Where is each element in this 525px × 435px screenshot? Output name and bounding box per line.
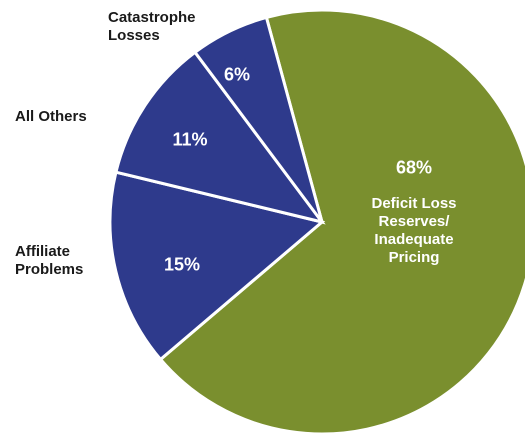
data-label: 6% bbox=[223, 64, 251, 85]
data-label: 15% bbox=[163, 254, 201, 275]
pie-slice bbox=[108, 170, 326, 362]
pie-slice bbox=[114, 50, 326, 225]
category-label: Affiliate Problems bbox=[15, 243, 84, 278]
data-label: 11% bbox=[172, 129, 208, 150]
pie-slice bbox=[192, 15, 324, 223]
category-label: Catastrophe Losses bbox=[108, 9, 196, 44]
category-label: All Others bbox=[15, 108, 87, 125]
pie-slice bbox=[158, 8, 525, 435]
category-label: Deficit Loss Reserves/ Inadequate Pricin… bbox=[371, 195, 457, 266]
data-label: 68% bbox=[395, 157, 433, 178]
